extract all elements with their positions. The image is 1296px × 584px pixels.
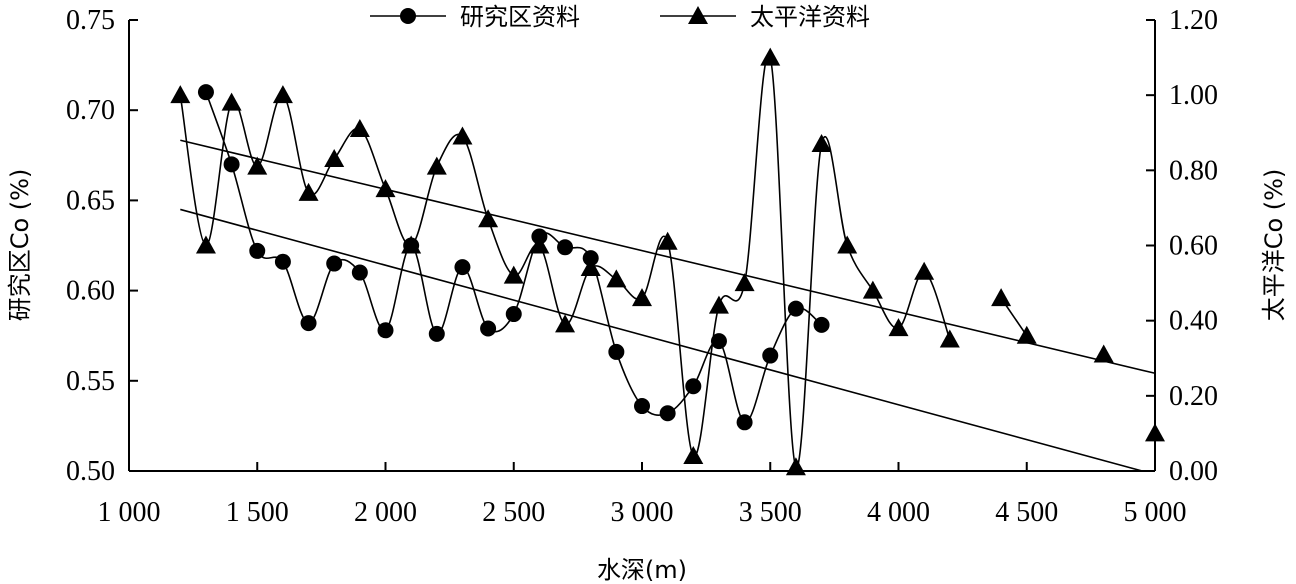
triangle-marker (837, 235, 858, 254)
x-tick-label: 5 000 (1124, 497, 1187, 528)
triangle-marker (221, 92, 242, 111)
x-tick-label: 4 000 (867, 497, 930, 528)
x-tick-label: 4 500 (995, 497, 1058, 528)
legend-label-1: 太平洋资料 (750, 3, 870, 31)
triangle-marker (195, 235, 216, 254)
x-tick-label: 2 000 (354, 497, 417, 528)
circle-marker (762, 347, 779, 364)
triangle-marker (478, 209, 499, 228)
trendlines (180, 139, 1156, 472)
legend: 研究区资料 太平洋资料 (370, 3, 870, 31)
triangle-marker (555, 314, 576, 333)
triangle-marker (811, 134, 832, 153)
right-y-tick-label: 0.40 (1169, 306, 1218, 337)
circle-marker (659, 405, 676, 422)
circle-marker (736, 414, 753, 431)
left-y-axis-title: 研究区Co (%) (6, 169, 34, 322)
circle-marker (505, 306, 522, 323)
triangle-marker (272, 85, 293, 104)
triangle-marker (657, 231, 678, 250)
trendline-right (180, 139, 1156, 375)
left-y-tick-label: 0.55 (66, 366, 115, 397)
triangle-marker (503, 265, 524, 284)
triangle-marker (606, 269, 627, 288)
circle-marker (377, 322, 394, 339)
triangle-marker (298, 182, 319, 201)
triangle-marker (529, 235, 550, 254)
circle-marker (300, 315, 317, 332)
circle-marker (608, 343, 625, 360)
x-tick-label: 1 500 (226, 497, 289, 528)
triangle-marker (914, 261, 935, 280)
triangle-marker (580, 258, 601, 277)
circle-marker (326, 255, 343, 272)
circle-marker (454, 259, 471, 276)
circle-marker (400, 8, 416, 24)
triangle-marker (688, 6, 708, 24)
circle-marker (634, 398, 650, 415)
right-y-tick-label: 1.20 (1169, 5, 1218, 36)
triangle-marker (939, 329, 960, 348)
left-y-tick-label: 0.50 (66, 456, 115, 487)
left-y-tick-label: 0.75 (66, 5, 115, 36)
ticks: 1 000 1 500 2 000 2 500 3 000 3 500 4 000 4 500… (66, 5, 1218, 528)
triangle-marker (452, 126, 473, 145)
triangle-marker (683, 445, 704, 464)
right-y-tick-label: 0.60 (1169, 231, 1218, 262)
triangle-marker (632, 288, 652, 307)
circle-marker (480, 320, 497, 337)
circle-marker (557, 239, 574, 256)
circle-marker (351, 264, 368, 281)
triangle-marker (426, 156, 447, 175)
triangle-marker (888, 318, 909, 337)
triangle-marker (324, 149, 345, 168)
triangle-marker (1093, 344, 1114, 363)
triangle-marker (760, 47, 781, 66)
right-y-tick-label: 0.20 (1169, 381, 1218, 412)
right-y-tick-label: 0.00 (1169, 456, 1218, 487)
x-tick-label: 3 500 (739, 497, 802, 528)
left-y-tick-label: 0.65 (66, 185, 115, 216)
x-tick-label: 3 000 (611, 497, 674, 528)
triangle-marker (349, 118, 370, 137)
series-line-1 (179, 53, 951, 469)
circle-marker (249, 242, 266, 259)
triangle-marker (708, 295, 729, 314)
triangle-marker (170, 85, 191, 104)
circle-marker (274, 253, 291, 270)
triangle-marker (1016, 325, 1037, 344)
markers (170, 47, 1165, 476)
triangle-marker (785, 457, 806, 476)
triangle-marker (1145, 423, 1165, 442)
left-y-tick-label: 0.70 (66, 95, 115, 126)
right-y-tick-label: 0.80 (1169, 155, 1218, 186)
triangle-marker (247, 156, 268, 175)
right-y-tick-label: 1.00 (1169, 80, 1218, 111)
triangle-marker (991, 288, 1012, 307)
left-y-tick-label: 0.60 (66, 276, 115, 307)
x-tick-label: 2 500 (482, 497, 545, 528)
circle-marker (787, 300, 804, 317)
right-y-axis-title: 太平洋Co (%) (1260, 169, 1288, 322)
series-line-0 (205, 91, 823, 424)
triangle-marker (734, 273, 755, 292)
circle-marker (685, 378, 702, 395)
triangle-marker (862, 280, 883, 299)
circle-marker (428, 325, 445, 342)
triangle-marker (401, 235, 422, 254)
trendline-left (180, 208, 1143, 472)
legend-label-0: 研究区资料 (460, 3, 580, 31)
x-tick-label: 1 000 (98, 497, 161, 528)
circle-marker (710, 333, 727, 350)
triangle-marker (375, 179, 396, 198)
x-axis-title: 水深(m) (597, 556, 687, 584)
circle-marker (197, 84, 214, 101)
circle-marker (813, 316, 830, 333)
circle-marker (223, 156, 240, 173)
